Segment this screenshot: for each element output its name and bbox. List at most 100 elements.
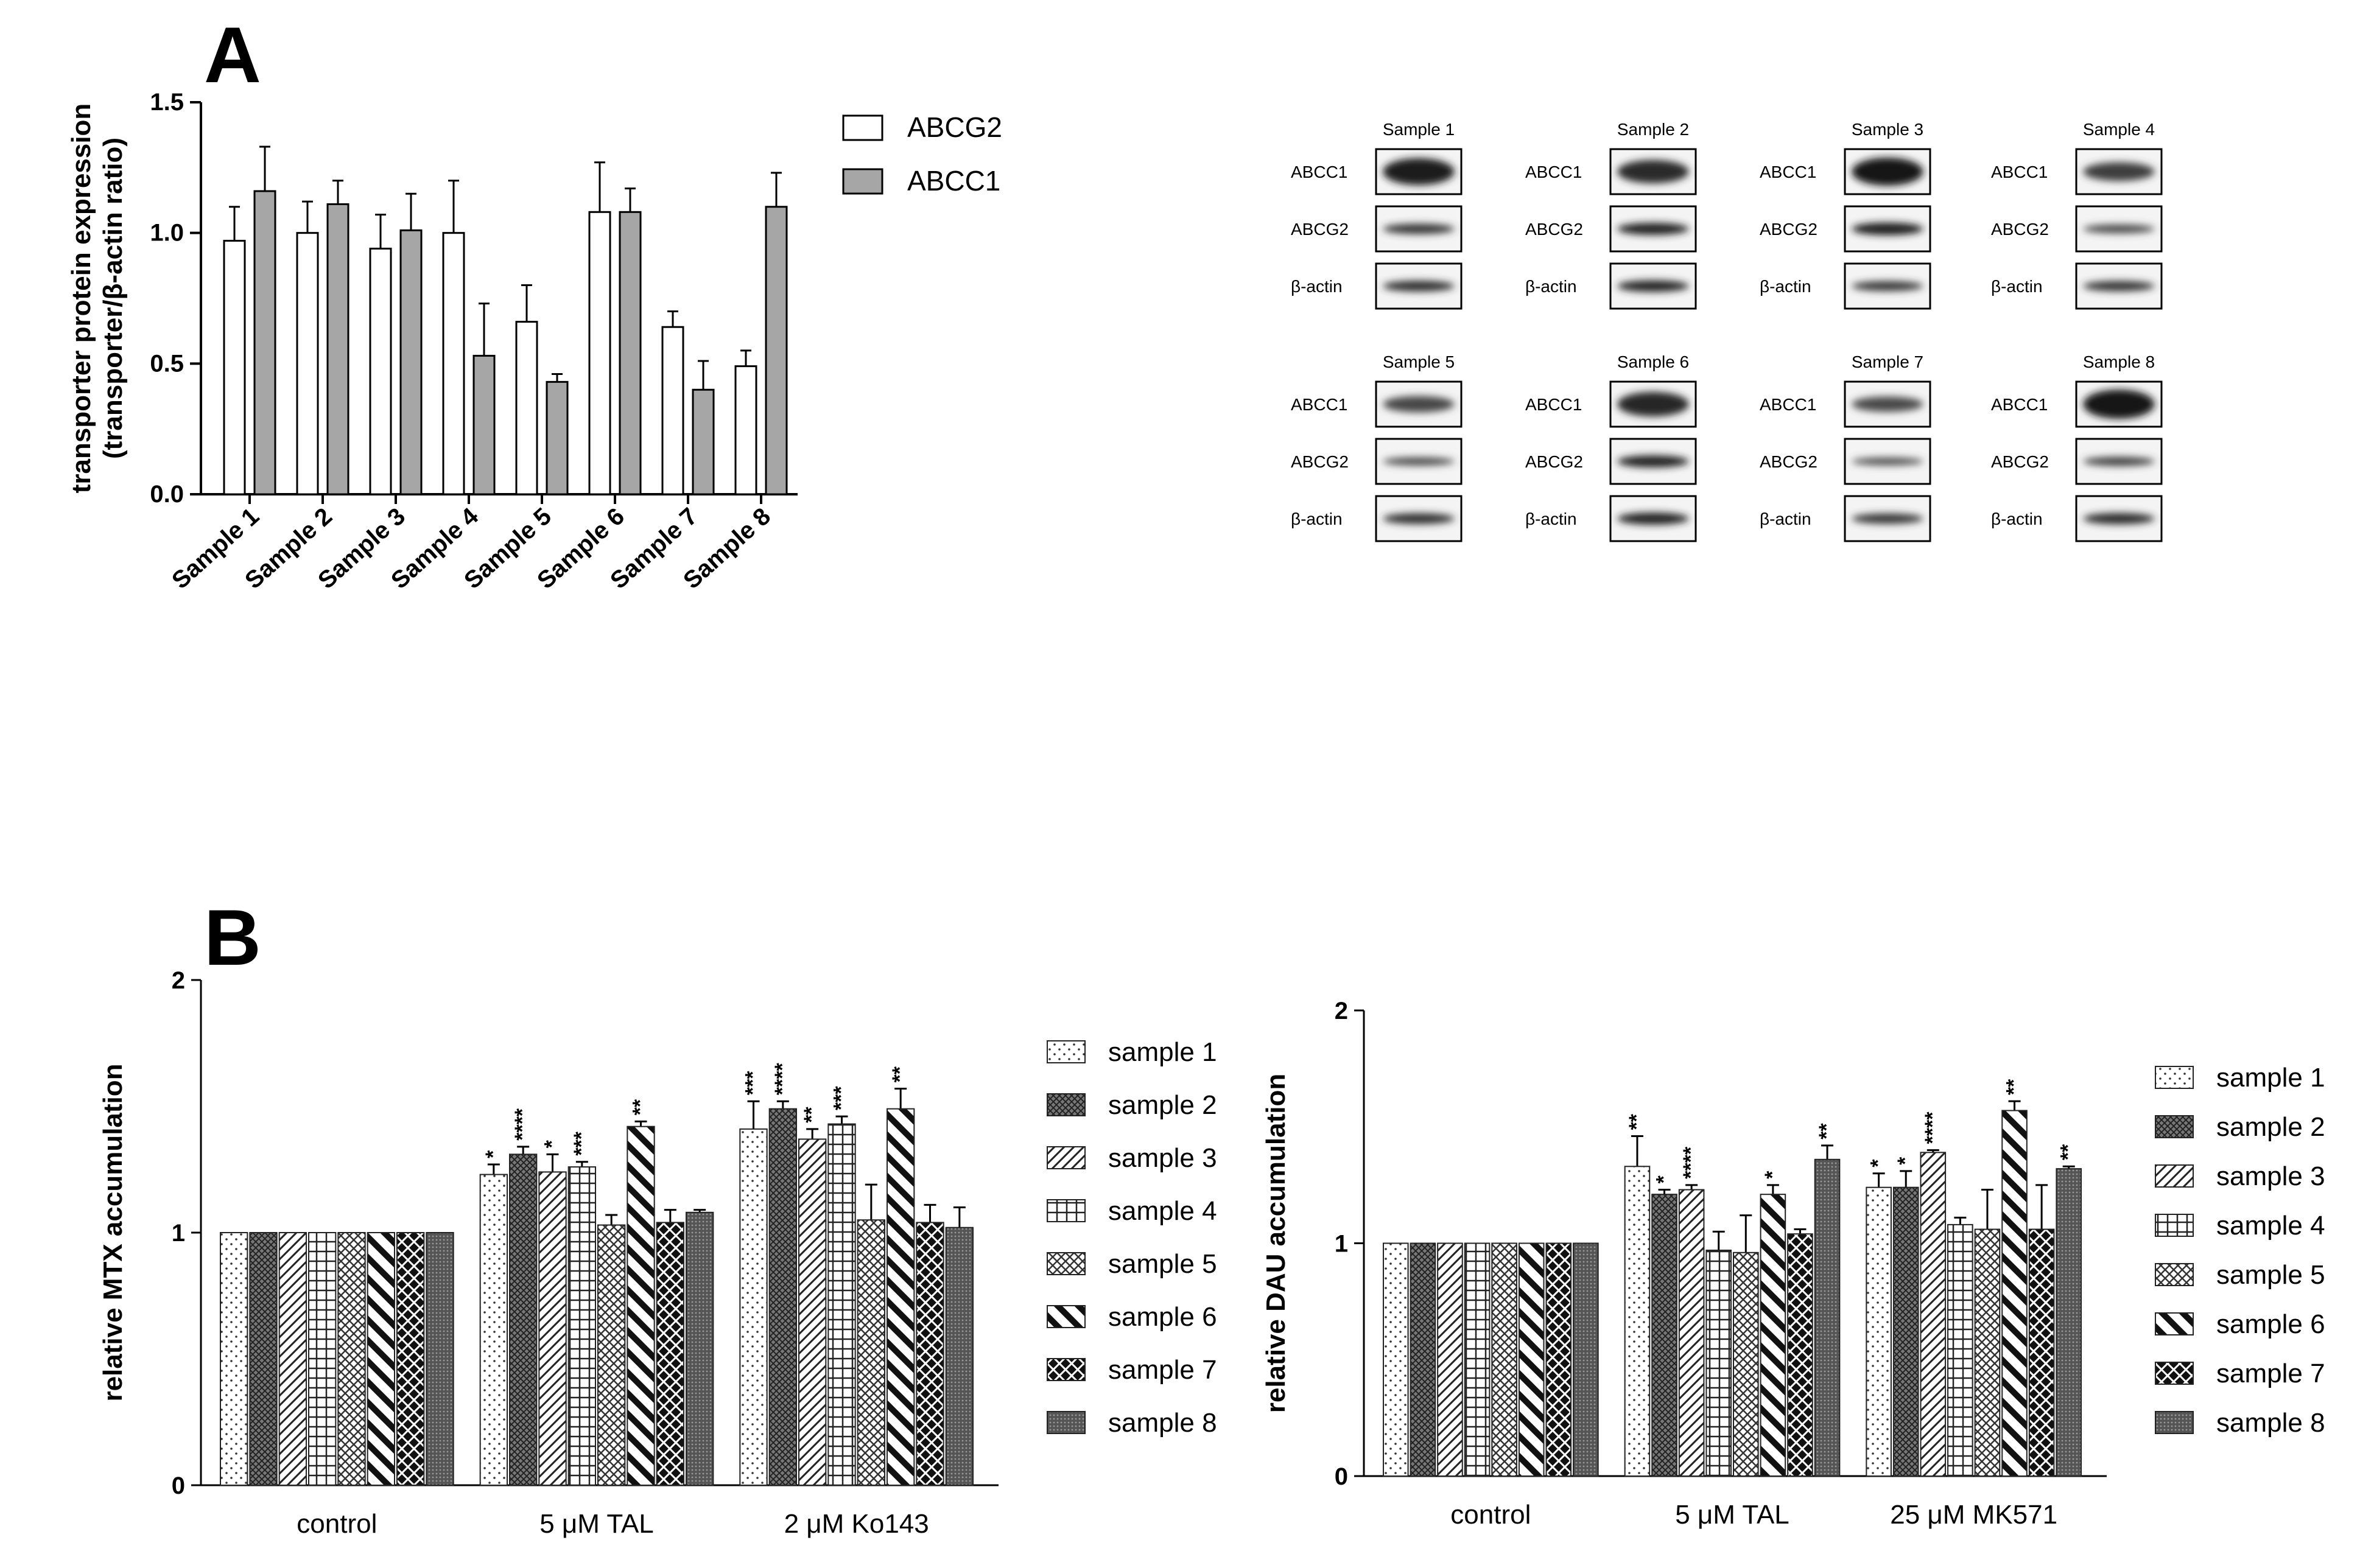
- legend-label: sample 1: [2216, 1063, 2325, 1093]
- legend-swatch-sample-4: [2155, 1214, 2194, 1237]
- y-tick-label: 2: [172, 967, 185, 994]
- bar-sample-4-1: [308, 1232, 337, 1486]
- y-tick-label: 0: [172, 1472, 185, 1499]
- significance-stars: ****: [771, 1063, 794, 1096]
- bar-sample-4-3: [827, 1123, 856, 1486]
- significance-stars: ****: [1679, 1146, 1702, 1179]
- blot-row-label: ABCC1: [1525, 163, 1582, 181]
- blot-row-label: ABCG2: [1991, 452, 2049, 471]
- legend-swatch-sample-7: [2155, 1362, 2194, 1385]
- x-tick-label: control: [1450, 1500, 1531, 1530]
- blot-row-label: ABCG2: [1525, 452, 1583, 471]
- blot-band: [2083, 513, 2155, 525]
- legend-swatch-sample-4: [1047, 1199, 1086, 1222]
- legend-swatch-abcc1: [842, 168, 883, 195]
- y-tick-label: 1.5: [150, 89, 184, 116]
- y-axis-title: relative DAU accumulation: [1261, 1074, 1291, 1413]
- bar-abcg2-1: [223, 240, 246, 495]
- blot-row-label: β-actin: [1760, 509, 1811, 528]
- bar-abcc1-6: [619, 211, 642, 495]
- blot-band: [1852, 281, 1923, 292]
- bar-abcc1-3: [399, 229, 423, 495]
- bar-sample-7-3: [916, 1222, 944, 1486]
- significance-stars: *: [1652, 1175, 1676, 1184]
- bar-sample-2-1: [1410, 1242, 1436, 1477]
- legend-swatch-sample-2: [1047, 1093, 1086, 1116]
- legend-label: sample 8: [1108, 1408, 1217, 1438]
- significance-stars: **: [2003, 1079, 2026, 1095]
- legend-swatch-sample-2: [2155, 1115, 2194, 1138]
- bar-sample-7-3: [2028, 1228, 2055, 1477]
- blot-row-label: ABCG2: [1291, 452, 1349, 471]
- chart-protein-expression: 0.0 0.5 1.0 1.5 transporter protein expressi…: [66, 89, 1002, 594]
- bar-sample-4-1: [1464, 1242, 1491, 1477]
- bar-sample-4-2: [567, 1166, 597, 1486]
- blot-band: [1383, 223, 1455, 234]
- bar-abcg2-3: [369, 247, 392, 495]
- blot-band: [2083, 390, 2155, 419]
- x-tick-label: 25 μM MK571: [1890, 1500, 2057, 1530]
- significance-stars: ****: [511, 1108, 534, 1141]
- significance-stars: *: [1761, 1171, 1784, 1179]
- bar-sample-3-3: [798, 1138, 827, 1486]
- blot-band: [2083, 224, 2155, 234]
- bar-sample-7-1: [1545, 1242, 1572, 1477]
- significance-stars: **: [1625, 1113, 1648, 1130]
- x-tick-label: 2 μM Ko143: [784, 1509, 929, 1539]
- blot-row-label: β-actin: [1991, 509, 2043, 528]
- bar-abcc1-2: [326, 203, 349, 495]
- bar-sample-5-3: [857, 1219, 885, 1486]
- legend-swatch-sample-5: [2155, 1263, 2194, 1286]
- bar-abcg2-2: [296, 232, 319, 495]
- legend-swatch-abcg2: [842, 114, 883, 141]
- legend-swatch-sample-8: [2155, 1411, 2194, 1434]
- legend-swatch-sample-6: [1047, 1305, 1086, 1328]
- bar-sample-2-1: [249, 1232, 278, 1486]
- legend-swatch-sample-1: [1047, 1040, 1086, 1063]
- blot-row-label: β-actin: [1991, 277, 2043, 296]
- legend-label: sample 4: [1108, 1196, 1217, 1226]
- western-blot-panel: Sample 1 ABCC1 ABCG2 β-actin Sample 2 ABCC1 AB…: [1291, 120, 2163, 542]
- blot-band: [1852, 457, 1923, 466]
- bar-sample-8-1: [1573, 1242, 1599, 1477]
- blot-band: [1383, 281, 1455, 292]
- significance-stars: **: [888, 1066, 911, 1082]
- bar-abcc1-7: [692, 388, 715, 495]
- blot-row-label: ABCG2: [1760, 452, 1817, 471]
- bar-sample-6-1: [367, 1232, 396, 1486]
- y-axis-title-line1: transporter protein expression: [66, 103, 96, 494]
- x-tick-label: 5 μM TAL: [1675, 1500, 1789, 1530]
- blot-band: [1852, 396, 1923, 412]
- blot-row-label: β-actin: [1291, 277, 1343, 296]
- y-tick-label: 0.0: [150, 481, 184, 508]
- y-tick-label: 2: [1335, 998, 1348, 1024]
- blot-band: [1617, 159, 1689, 184]
- y-axis-title-line2: (transporter/β-actin ratio): [98, 138, 128, 459]
- significance-stars: *: [1894, 1157, 1917, 1165]
- legend-label: sample 7: [2216, 1359, 2325, 1388]
- legend-label: sample 4: [2216, 1211, 2325, 1241]
- bar-sample-7-1: [396, 1232, 425, 1486]
- blot-row-label: ABCG2: [1525, 220, 1583, 239]
- bar-sample-8-1: [426, 1232, 454, 1486]
- bar-sample-5-1: [337, 1232, 366, 1486]
- legend-label: sample 5: [2216, 1260, 2325, 1290]
- bar-sample-5-3: [1974, 1228, 2001, 1477]
- bar-abcc1-4: [472, 354, 496, 495]
- blot-sample-title: Sample 2: [1617, 120, 1689, 139]
- legend-label: sample 1: [1108, 1037, 1217, 1067]
- panel-label-b: B: [204, 893, 261, 982]
- blot-row-label: ABCC1: [1760, 163, 1816, 181]
- blot-band: [1383, 396, 1455, 413]
- blot-band: [2083, 162, 2155, 181]
- blot-band: [1383, 513, 1455, 524]
- blot-row-label: ABCG2: [1760, 220, 1817, 239]
- significance-stars: ***: [830, 1086, 853, 1110]
- bar-sample-5-2: [597, 1224, 626, 1486]
- significance-stars: *: [1867, 1159, 1890, 1167]
- bar-sample-8-2: [686, 1211, 714, 1486]
- legend-label: sample 6: [1108, 1302, 1217, 1332]
- blot-sample-title: Sample 4: [2083, 120, 2155, 139]
- legend-label: sample 2: [2216, 1112, 2325, 1142]
